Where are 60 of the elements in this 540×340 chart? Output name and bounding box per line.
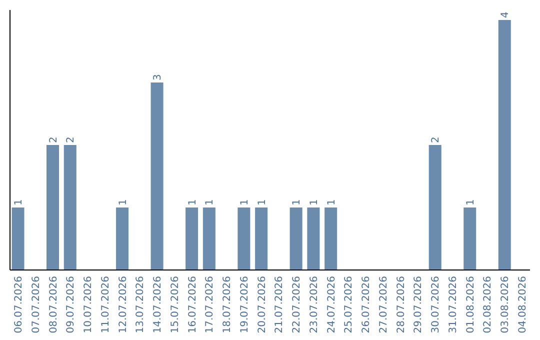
x-tick-label: 27.07.2026 xyxy=(378,276,390,334)
x-tick-label: 06.07.2026 xyxy=(13,276,24,334)
x-tick-label: 07.07.2026 xyxy=(30,276,42,334)
data-label: 1 xyxy=(13,199,24,206)
x-tick-label: 11.07.2026 xyxy=(100,276,112,334)
x-tick-label: 03.08.2026 xyxy=(500,276,512,334)
bar xyxy=(202,208,216,270)
x-tick-label: 13.07.2026 xyxy=(135,276,146,334)
data-label: 1 xyxy=(187,199,198,206)
bar xyxy=(150,82,164,270)
data-label: 3 xyxy=(152,74,164,80)
bar xyxy=(12,208,24,270)
bar xyxy=(46,145,60,270)
bar xyxy=(498,20,511,270)
x-tick-label: 08.07.2026 xyxy=(48,276,60,334)
data-label: 1 xyxy=(256,199,268,206)
x-tick-label: 30.07.2026 xyxy=(430,276,442,334)
x-tick-label: 14.07.2026 xyxy=(152,276,164,334)
data-label: 1 xyxy=(465,199,476,206)
x-tick-label: 10.07.2026 xyxy=(83,276,94,334)
x-tick-label: 25.07.2026 xyxy=(344,276,355,334)
bar xyxy=(324,208,338,270)
data-label: 2 xyxy=(66,136,77,143)
data-label: 2 xyxy=(48,136,60,143)
bar xyxy=(307,208,320,270)
x-tick-label: 31.07.2026 xyxy=(448,276,459,334)
data-label: 1 xyxy=(118,199,129,206)
data-label: 1 xyxy=(239,199,250,206)
x-tick-label: 17.07.2026 xyxy=(204,276,216,334)
x-tick-label: 24.07.2026 xyxy=(326,276,338,334)
data-label: 1 xyxy=(308,199,320,206)
x-tick-label: 01.08.2026 xyxy=(465,276,476,334)
bar xyxy=(255,208,268,270)
x-tick-label: 21.07.2026 xyxy=(274,276,286,334)
x-tick-label: 16.07.2026 xyxy=(187,276,198,334)
x-tick-label: 19.07.2026 xyxy=(239,276,250,334)
x-tick-label: 29.07.2026 xyxy=(413,276,424,334)
x-tick-label: 09.07.2026 xyxy=(66,276,77,334)
bar xyxy=(464,208,476,270)
bar xyxy=(238,208,250,270)
bar xyxy=(290,208,302,270)
bar xyxy=(428,145,442,270)
data-label: 1 xyxy=(292,199,303,206)
x-tick-label: 04.08.2026 xyxy=(518,276,529,334)
x-tick-label: 22.07.2026 xyxy=(292,276,303,334)
x-tick-label: 18.07.2026 xyxy=(222,276,234,334)
data-label: 2 xyxy=(430,136,442,143)
bar xyxy=(186,208,198,270)
data-label: 1 xyxy=(326,199,338,206)
x-tick-label: 20.07.2026 xyxy=(256,276,268,334)
x-tick-label: 12.07.2026 xyxy=(118,276,129,334)
bar xyxy=(116,208,129,270)
x-tick-label: 15.07.2026 xyxy=(170,276,181,334)
x-tick-label: 28.07.2026 xyxy=(396,276,407,334)
x-tick-label: 02.08.2026 xyxy=(482,276,494,334)
bar xyxy=(64,145,76,270)
data-label: 4 xyxy=(500,12,512,18)
data-label: 1 xyxy=(204,199,216,206)
x-tick-label: 23.07.2026 xyxy=(308,276,320,334)
x-tick-label: 26.07.2026 xyxy=(361,276,372,334)
